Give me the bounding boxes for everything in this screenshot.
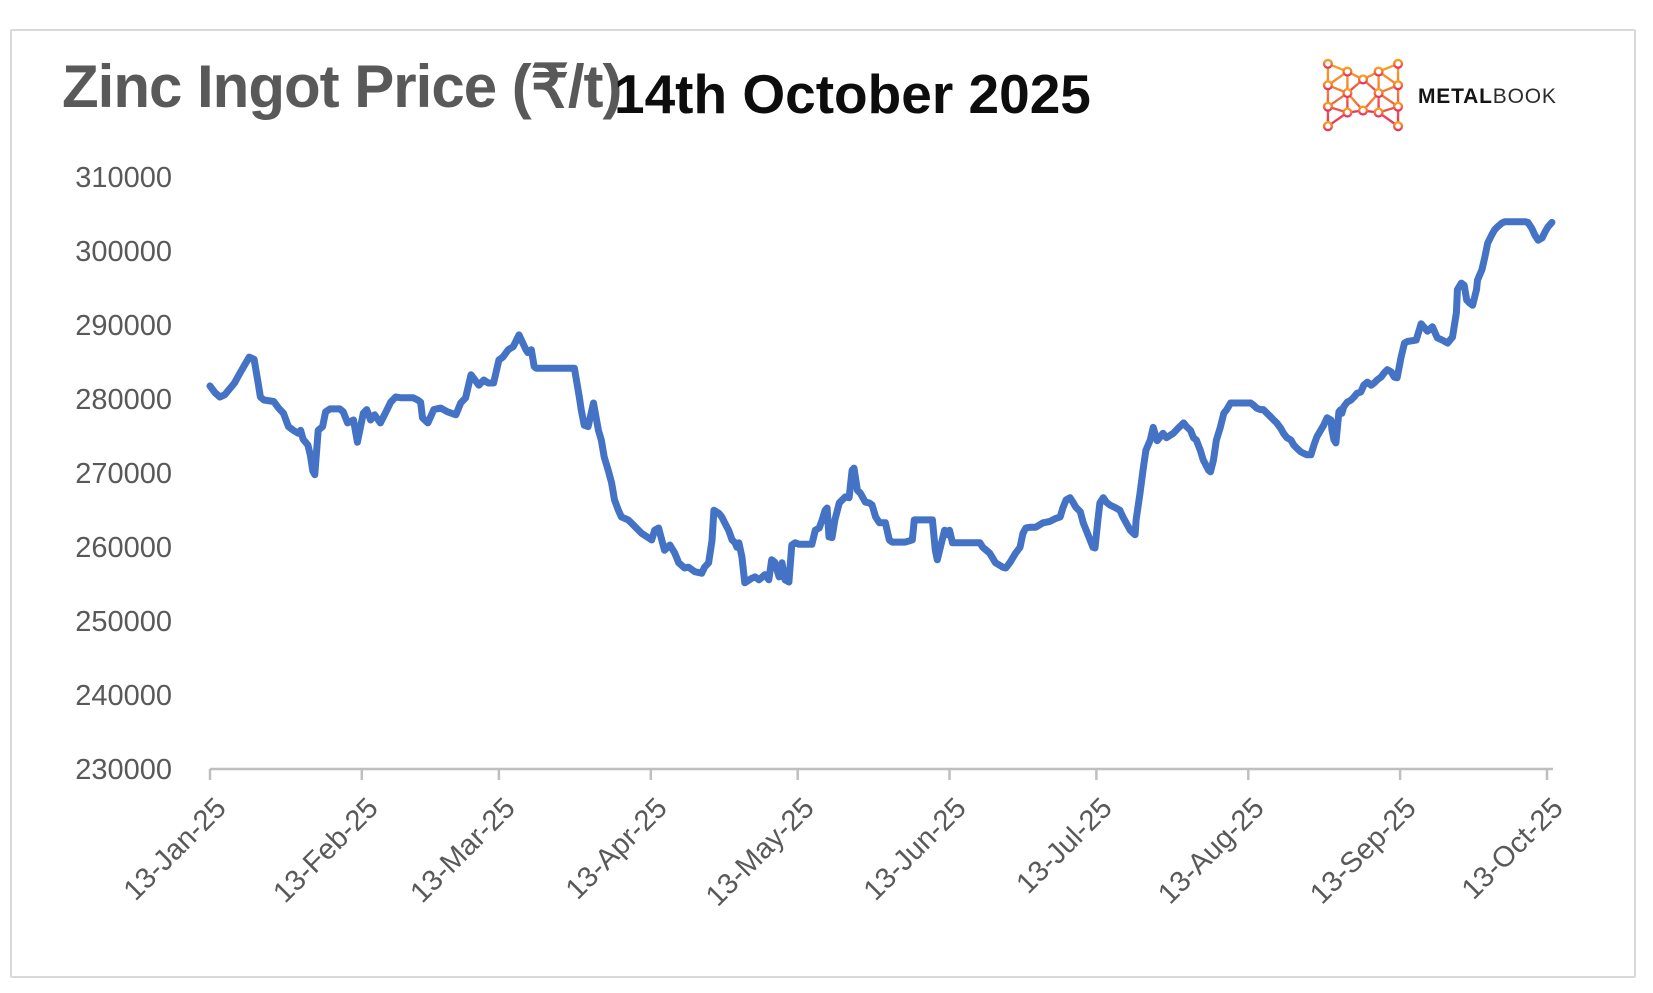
y-axis-label: 270000 [75,458,172,490]
page-border [10,29,1636,978]
y-axis-label: 260000 [75,532,172,564]
y-axis-label: 300000 [75,236,172,268]
zinc-price-line-series [206,218,1556,587]
metalbook-wordmark: METALBOOK [1418,85,1557,109]
y-axis-label: 280000 [75,384,172,416]
y-axis-label: 250000 [75,606,172,638]
metalbook-wordmark-metal: METAL [1418,84,1493,108]
chart-date-title: 14th October 2025 [614,63,1091,125]
y-axis-label: 310000 [75,162,172,194]
metalbook-logo: METALBOOK [1322,56,1557,137]
metalbook-network-m-icon [1322,56,1404,137]
y-axis-label: 290000 [75,310,172,342]
chart-title: Zinc Ingot Price (₹/t) [62,53,623,120]
y-axis-label: 230000 [75,754,172,786]
y-axis-label: 240000 [75,680,172,712]
metalbook-wordmark-book: BOOK [1492,84,1557,108]
